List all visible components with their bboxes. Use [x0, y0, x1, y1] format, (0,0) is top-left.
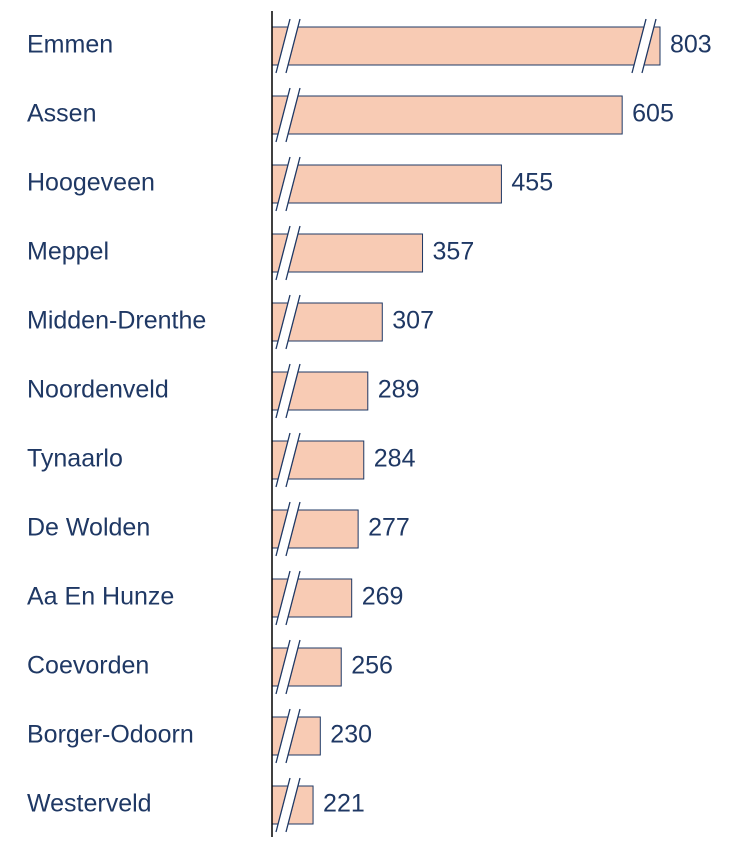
- bar-break: [631, 18, 647, 74]
- axis-break-gap: [276, 709, 300, 763]
- axis-break-gap: [276, 364, 300, 418]
- value-label: 803: [670, 31, 712, 59]
- axis-break: [285, 777, 301, 833]
- category-label: Midden-Drenthe: [27, 307, 206, 335]
- value-label: 357: [433, 238, 475, 266]
- axis-break: [275, 501, 291, 557]
- value-label: 277: [368, 514, 410, 542]
- value-label: 284: [374, 445, 416, 473]
- axis-break-gap: [276, 19, 300, 73]
- axis-break-gap: [276, 157, 300, 211]
- bar: [271, 26, 661, 66]
- axis-break: [285, 639, 301, 695]
- axis-break: [275, 639, 291, 695]
- axis-break: [275, 432, 291, 488]
- axis-break: [275, 777, 291, 833]
- axis-break: [285, 87, 301, 143]
- axis-break-gap: [276, 226, 300, 280]
- axis-break: [275, 570, 291, 626]
- category-label: De Wolden: [27, 514, 150, 542]
- value-label: 307: [392, 307, 434, 335]
- axis-break-gap: [276, 778, 300, 832]
- category-label: Emmen: [27, 31, 113, 59]
- axis-break: [275, 708, 291, 764]
- category-label: Aa En Hunze: [27, 583, 174, 611]
- axis-break: [275, 156, 291, 212]
- category-label: Borger-Odoorn: [27, 721, 194, 749]
- value-label: 289: [378, 376, 420, 404]
- axis-break: [285, 225, 301, 281]
- axis-break: [285, 156, 301, 212]
- value-label: 269: [362, 583, 404, 611]
- value-label: 605: [632, 100, 674, 128]
- category-label: Coevorden: [27, 652, 149, 680]
- axis-break: [285, 18, 301, 74]
- axis-break: [285, 432, 301, 488]
- bar-break-gap: [632, 19, 656, 73]
- axis-break-gap: [276, 502, 300, 556]
- axis-break-gap: [276, 295, 300, 349]
- value-label: 230: [330, 721, 372, 749]
- axis-break: [275, 363, 291, 419]
- axis-break-gap: [276, 571, 300, 625]
- axis-break: [285, 501, 301, 557]
- value-label: 455: [511, 169, 553, 197]
- bar: [271, 95, 623, 135]
- axis-break-gap: [276, 640, 300, 694]
- category-label: Tynaarlo: [27, 445, 123, 473]
- bar-break: [641, 18, 657, 74]
- axis-break: [275, 225, 291, 281]
- value-label: 221: [323, 790, 365, 818]
- bar: [271, 164, 502, 204]
- axis-break: [275, 18, 291, 74]
- category-label: Assen: [27, 100, 96, 128]
- category-label: Westerveld: [27, 790, 152, 818]
- axis-break: [285, 708, 301, 764]
- axis-break: [275, 87, 291, 143]
- value-label: 256: [351, 652, 393, 680]
- axis-break: [285, 294, 301, 350]
- axis-break: [285, 570, 301, 626]
- axis-break-gap: [276, 433, 300, 487]
- bar: [271, 233, 424, 273]
- category-label: Hoogeveen: [27, 169, 155, 197]
- category-label: Noordenveld: [27, 376, 169, 404]
- category-label: Meppel: [27, 238, 109, 266]
- axis-break: [275, 294, 291, 350]
- axis-break-gap: [276, 88, 300, 142]
- axis-break: [285, 363, 301, 419]
